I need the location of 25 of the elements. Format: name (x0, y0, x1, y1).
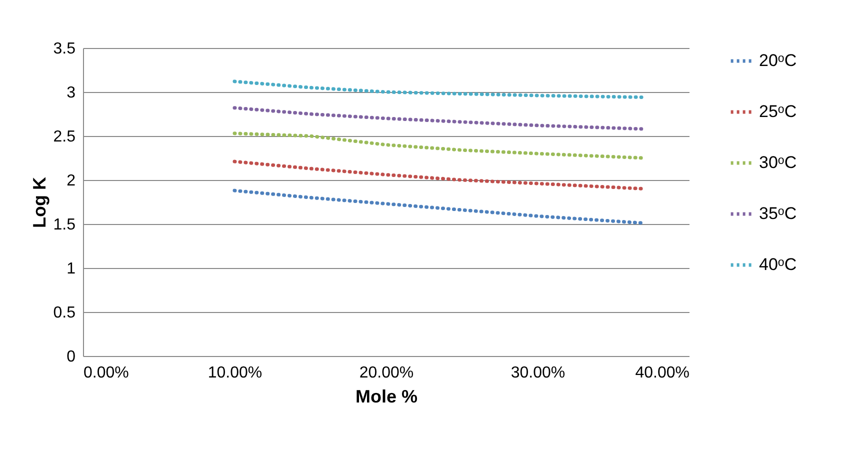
x-tick-label: 0.00% (84, 364, 129, 382)
line-series (232, 132, 646, 160)
y-tick-label: 1 (66, 260, 76, 278)
y-tick-label: 1.5 (53, 216, 76, 234)
line-series (232, 188, 646, 225)
x-tick-label: 20.00% (359, 364, 414, 382)
y-tick-label: 0.5 (53, 304, 76, 322)
y-tick-label: 0 (66, 348, 76, 366)
x-axis-title: Mole % (355, 386, 418, 406)
legend-label: 25ᵒC (759, 102, 797, 121)
legend-label: 20ᵒC (759, 51, 797, 70)
x-tick-label: 40.00% (635, 364, 690, 382)
legend-label: 35ᵒC (759, 204, 797, 223)
legend-label: 30ᵒC (759, 153, 797, 172)
line-series (232, 106, 646, 131)
x-tick-label: 10.00% (208, 364, 262, 382)
x-tick-label: 30.00% (510, 364, 566, 382)
legend-label: 40ᵒC (759, 255, 797, 274)
line-series (232, 160, 646, 191)
line-series (232, 80, 646, 100)
y-tick-label: 3.5 (53, 40, 76, 58)
y-tick-label: 2 (66, 172, 76, 190)
y-tick-label: 2.5 (53, 128, 76, 146)
y-axis-title: Log K (29, 177, 50, 228)
y-tick-label: 3 (66, 84, 76, 102)
